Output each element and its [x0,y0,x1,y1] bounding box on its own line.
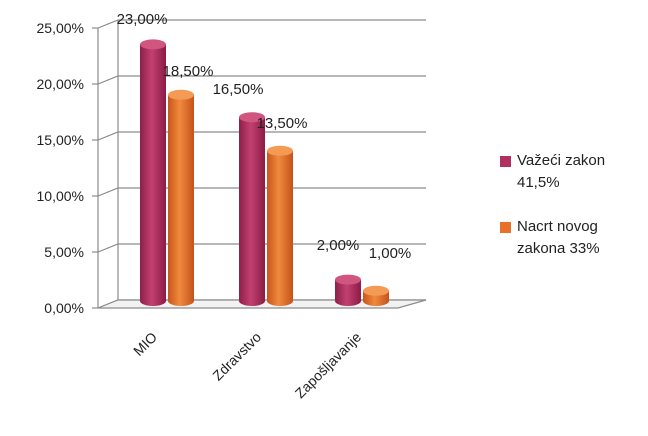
bar-top-vazeci-zakon-mio [140,39,166,50]
bars [140,39,389,307]
bar-vazeci-zakon-zdravstvo [239,117,265,306]
bar-top-vazeci-zakon-zdravstvo [239,112,265,123]
legend-label-vazeci-zakon: Važeći zakon 41,5% [517,152,606,191]
legend-item-vazeci-zakon: Važeći zakon 41,5% [500,150,648,194]
bar-nacrt-novog-zakona-mio [168,94,194,306]
data-label: 18,50% [163,63,214,80]
bar-top-nacrt-novog-zakona-zapo-ljavanje [363,285,389,296]
legend-item-nacrt-novog-zakona: Nacrt novog zakona 33% [500,216,648,260]
legend-swatch-vazeci-zakon [500,156,511,167]
y-tick-label: 5,00% [44,244,84,260]
x-category-label: MIO [130,329,160,359]
y-tick-label: 15,00% [37,132,84,148]
labels: 0,00% 5,00% 10,00% 15,00% 20,00% 25,00% 23,00%… [37,11,412,401]
legend-label-nacrt-novog-zakona: Nacrt novog zakona 33% [517,218,600,257]
x-category-label: Zapošljavanje [292,329,365,402]
legend-swatch-nacrt-novog-zakona [500,222,511,233]
bar-vazeci-zakon-zapo-ljavanje [335,279,361,306]
data-label: 2,00% [317,237,360,254]
bar-top-nacrt-novog-zakona-mio [168,89,194,100]
y-tick-label: 0,00% [44,300,84,316]
bar-vazeci-zakon-mio [140,44,166,307]
bar-top-vazeci-zakon-zapo-ljavanje [335,274,361,285]
y-tick-label: 25,00% [37,20,84,36]
data-label: 1,00% [369,245,412,262]
x-category-label: Zdravstvo [209,329,264,384]
bar-nacrt-novog-zakona-zdravstvo [267,150,293,306]
data-label: 23,00% [117,11,168,28]
legend: Važeći zakon 41,5% Nacrt novog zakona 33… [500,150,648,282]
y-tick-label: 10,00% [37,188,84,204]
bar-top-nacrt-novog-zakona-zdravstvo [267,145,293,156]
data-label: 16,50% [213,81,264,98]
data-label: 13,50% [257,115,308,132]
y-tick-label: 20,00% [37,76,84,92]
